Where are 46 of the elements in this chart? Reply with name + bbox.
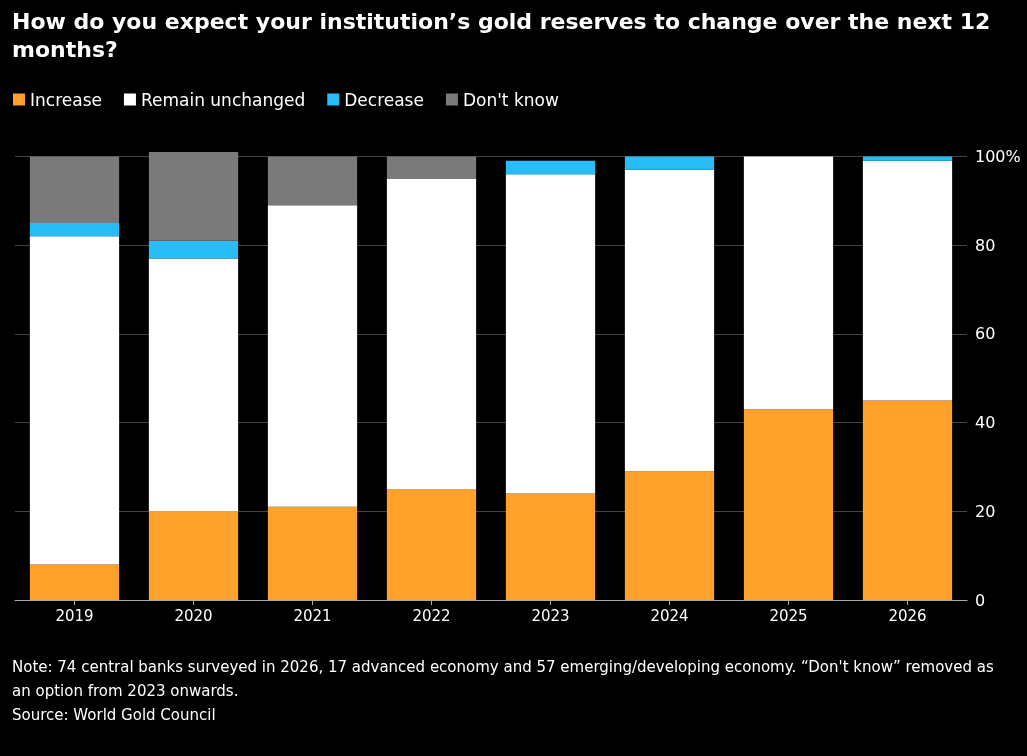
- bar: [148, 152, 239, 241]
- bar: [862, 400, 953, 600]
- bar: [267, 506, 358, 600]
- bar: [148, 258, 239, 512]
- bar: [29, 236, 120, 565]
- bar: [267, 156, 358, 206]
- legend-label: Don't know: [462, 89, 559, 110]
- bar: [29, 156, 120, 223]
- legend-label: Decrease: [344, 89, 424, 110]
- y-tick-label: 40: [975, 413, 996, 433]
- bar: [743, 409, 834, 600]
- y-tick-label: 60: [975, 324, 996, 344]
- x-tick-label: 2021: [293, 606, 332, 625]
- bar: [505, 174, 596, 494]
- x-tick-label: 2026: [888, 606, 927, 625]
- bar: [743, 156, 834, 410]
- x-tick-label: 2020: [174, 606, 213, 625]
- bar: [386, 178, 477, 490]
- text: Note: 74 central banks surveyed in 2026, 17 advanced economy and 57 emerging/developing economy. “Don't know” removed as an option from 2023 onwards.: [12, 657, 995, 702]
- bar: [624, 471, 715, 600]
- x-tick-label: 2024: [650, 606, 689, 625]
- y-tick-label: 100%: [975, 146, 1021, 166]
- bar: [386, 489, 477, 600]
- source-note: Source: World Gold Council: [12, 705, 217, 726]
- x-tick-label: 2022: [412, 606, 451, 625]
- bar: [505, 160, 596, 175]
- x-tick-label: 2019: [55, 606, 94, 625]
- bar: [386, 156, 477, 179]
- y-tick-label: 0: [975, 590, 986, 610]
- bar: [624, 156, 715, 170]
- bar: [148, 511, 239, 600]
- bar: [505, 493, 596, 600]
- bar: [29, 564, 120, 600]
- legend-label: Remain unchanged: [140, 89, 306, 110]
- bar: [862, 160, 953, 401]
- bar: [862, 156, 953, 161]
- y-tick-label: 20: [975, 501, 996, 521]
- bar: [148, 240, 239, 259]
- legend-label: Increase: [30, 89, 102, 110]
- chart-title: How do you expect your institution’s gold reserves to change over the next 12 months?: [12, 8, 992, 64]
- bar: [29, 222, 120, 237]
- y-tick-label: 80: [975, 235, 996, 255]
- bar: [267, 205, 358, 507]
- x-tick-label: 2025: [769, 606, 808, 625]
- bar: [624, 169, 715, 472]
- x-tick-label: 2023: [531, 606, 570, 625]
